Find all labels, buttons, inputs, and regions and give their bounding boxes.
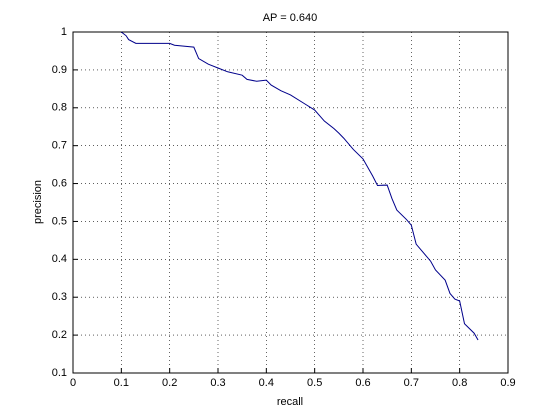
x-tick-label: 0.3	[210, 377, 225, 389]
y-tick-label: 0.4	[52, 253, 67, 265]
chart-title: AP = 0.640	[263, 12, 318, 24]
y-tick-label: 1	[61, 26, 67, 38]
x-tick-label: 0.8	[452, 377, 467, 389]
x-tick-label: 0.5	[307, 377, 322, 389]
y-tick-label: 0.7	[52, 140, 67, 152]
curve	[121, 31, 479, 341]
y-axis-label: precision	[32, 180, 44, 224]
y-tick-label: 0.1	[52, 367, 67, 379]
x-tick-label: 0.1	[114, 377, 129, 389]
y-tick-label: 0.5	[52, 215, 67, 227]
plot-area	[73, 32, 508, 373]
x-tick-label: 0.9	[500, 377, 515, 389]
x-tick-label: 0.6	[355, 377, 370, 389]
x-tick-label: 0.2	[162, 377, 177, 389]
x-tick-label: 0	[70, 377, 76, 389]
axes-box	[72, 31, 509, 374]
y-tick-label: 0.6	[52, 177, 67, 189]
x-tick-label: 0.4	[259, 377, 274, 389]
y-tick-label: 0.9	[52, 64, 67, 76]
x-tick-label: 0.7	[404, 377, 419, 389]
y-tick-label: 0.3	[52, 291, 67, 303]
x-axis-label: recall	[277, 396, 303, 408]
y-tick-label: 0.8	[52, 102, 67, 114]
y-tick-label: 0.2	[52, 329, 67, 341]
